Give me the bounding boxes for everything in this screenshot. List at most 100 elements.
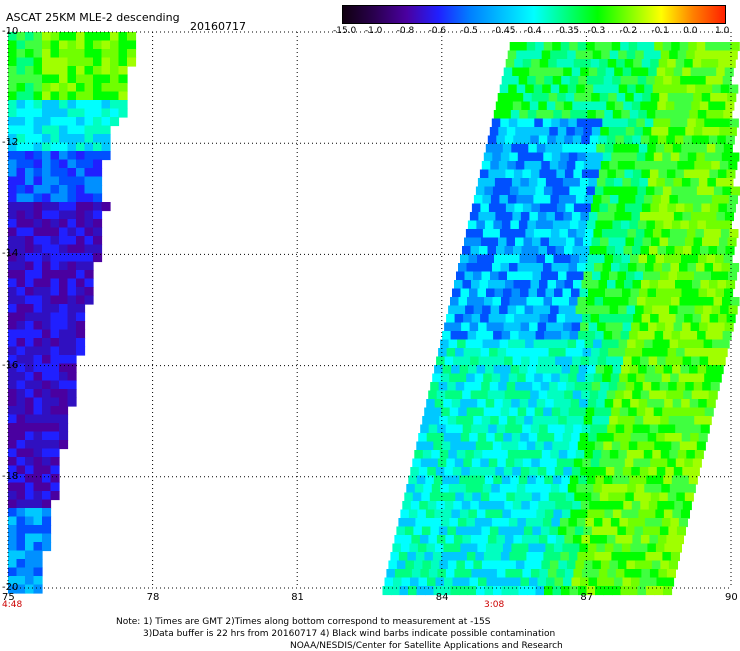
swath-cell	[596, 144, 606, 154]
swath-cell	[553, 399, 563, 409]
swath-cell	[487, 246, 497, 256]
swath-cell	[519, 254, 529, 264]
swath-cell	[575, 560, 585, 570]
swath-cell	[559, 118, 569, 128]
swath-cell	[16, 329, 26, 339]
swath-cell	[84, 295, 94, 305]
swath-cell	[33, 491, 43, 501]
swath-cell	[623, 501, 633, 511]
swath-cell	[713, 152, 723, 162]
swath-cell	[591, 382, 601, 392]
swath-cell	[509, 152, 519, 162]
swath-cell	[16, 100, 26, 110]
swath-cell	[42, 244, 52, 254]
swath-cell	[665, 356, 675, 366]
swath-cell	[76, 57, 86, 67]
swath-cell	[586, 42, 596, 52]
swath-cell	[666, 535, 676, 545]
swath-cell	[642, 348, 652, 358]
swath-cell	[678, 84, 688, 94]
swath-cell	[582, 314, 592, 324]
swath-cell	[637, 186, 647, 196]
swath-cell	[592, 195, 602, 205]
swath-cell	[521, 390, 531, 400]
swath-cell	[623, 101, 633, 111]
swath-cell	[505, 203, 515, 213]
swath-cell	[527, 76, 537, 86]
swath-cell	[42, 227, 52, 237]
swath-cell	[496, 280, 506, 290]
swath-cell	[464, 237, 474, 247]
swath-cell	[16, 525, 26, 535]
swath-cell	[412, 458, 422, 468]
swath-cell	[480, 348, 490, 358]
swath-cell	[495, 101, 505, 111]
swath-cell	[50, 372, 60, 382]
swath-cell	[522, 569, 532, 579]
swath-cell	[538, 101, 548, 111]
swath-cell	[704, 118, 714, 128]
swath-cell	[500, 518, 510, 528]
swath-cell	[464, 271, 474, 281]
swath-cell	[509, 263, 519, 273]
swath-cell	[648, 322, 658, 332]
swath-cell	[578, 365, 588, 375]
swath-cell	[629, 110, 639, 120]
swath-cell	[641, 458, 651, 468]
swath-cell	[577, 407, 587, 417]
swath-cell	[577, 263, 587, 273]
swath-cell	[451, 399, 461, 409]
swath-cell	[529, 467, 539, 477]
swath-cell	[694, 271, 704, 281]
swath-cell	[678, 118, 688, 128]
swath-cell	[526, 552, 536, 562]
swath-cell	[693, 348, 703, 358]
swath-cell	[59, 304, 69, 314]
swath-cell	[628, 407, 638, 417]
swath-cell	[470, 390, 480, 400]
swath-cell	[578, 475, 588, 485]
swath-cell	[601, 50, 611, 60]
swath-cell	[686, 195, 696, 205]
swath-cell	[438, 492, 448, 502]
swath-cell	[616, 314, 626, 324]
swath-cell	[42, 142, 52, 152]
swath-cell	[594, 42, 604, 52]
swath-cell	[513, 535, 523, 545]
swath-cell	[706, 110, 716, 120]
swath-cell	[620, 331, 630, 341]
swath-cell	[42, 389, 52, 399]
swath-cell	[76, 278, 86, 288]
swath-cell	[543, 152, 553, 162]
swath-cell	[438, 526, 448, 536]
swath-cell	[626, 195, 636, 205]
swath-cell	[673, 178, 683, 188]
swath-cell	[698, 178, 708, 188]
swath-cell	[687, 263, 697, 273]
swath-cell	[560, 407, 570, 417]
swath-cell	[561, 509, 571, 519]
swath-cell	[67, 74, 77, 84]
swath-cell	[448, 339, 458, 349]
swath-cell	[573, 569, 583, 579]
swath-cell	[523, 237, 533, 247]
swath-cell	[672, 509, 682, 519]
swath-cell	[504, 246, 514, 256]
swath-cell	[512, 501, 522, 511]
swath-cell	[513, 424, 523, 434]
swath-cell	[615, 535, 625, 545]
swath-cell	[635, 50, 645, 60]
swath-cell	[494, 288, 504, 298]
swath-cell	[8, 32, 18, 42]
swath-cell	[694, 195, 704, 205]
swath-cell	[472, 382, 482, 392]
swath-cell	[478, 322, 488, 332]
swath-cell	[464, 560, 474, 570]
swath-cell	[502, 365, 512, 375]
swath-cell	[623, 356, 633, 366]
swath-cell	[644, 118, 654, 128]
swath-cell	[661, 484, 671, 494]
swath-cell	[514, 458, 524, 468]
swath-cell	[659, 492, 669, 502]
swath-cell	[543, 263, 553, 273]
